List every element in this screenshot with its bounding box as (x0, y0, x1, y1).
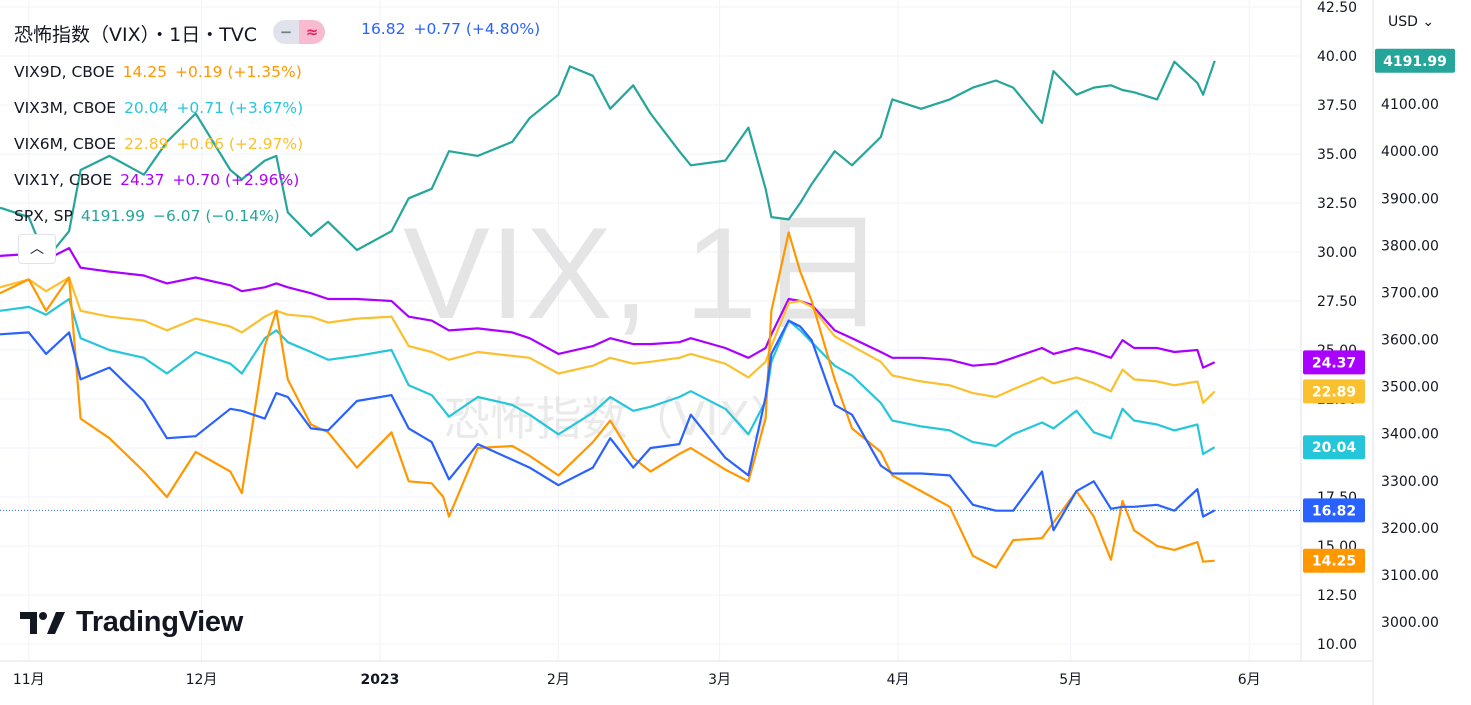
main-change: +0.77 (+4.80%) (413, 20, 541, 38)
time-axis-tick: 11月 (13, 672, 45, 688)
right-axis-tick: 3200.00 (1381, 521, 1439, 537)
legend-symbol: VIX9D, CBOE (14, 63, 115, 81)
legend-row-spx[interactable]: SPX, SP 4191.99 −6.07 (−0.14%) (14, 198, 548, 234)
time-axis-tick: 6月 (1238, 672, 1261, 688)
legend-value: 24.37 (120, 171, 165, 189)
last-value-label: 20.04 (1312, 440, 1357, 456)
right-axis-tick: 3800.00 (1381, 238, 1439, 254)
right-axis-tick: 3300.00 (1381, 474, 1439, 490)
legend-change: +0.70 (+2.96%) (172, 171, 300, 189)
last-value-label: 14.25 (1312, 554, 1356, 570)
brand-name: TradingView (76, 606, 243, 638)
last-value-label: 24.37 (1312, 355, 1356, 371)
legend-value: 22.89 (124, 135, 169, 153)
legend-row-vix3m[interactable]: VIX3M, CBOE 20.04 +0.71 (+3.67%) (14, 90, 548, 126)
main-value: 16.82 (361, 20, 406, 38)
watermark-big: VIX, 1日 (403, 200, 887, 346)
tradingview-brand[interactable]: TradingView (20, 606, 243, 639)
series-layer (0, 60, 1216, 569)
left-axis-tick: 37.50 (1317, 98, 1357, 114)
compare-badge[interactable]: ≈ (299, 20, 326, 44)
grid (0, 0, 1301, 661)
last-value-box (1303, 350, 1365, 375)
left-axis-tick: 42.50 (1317, 0, 1357, 16)
plot-background (0, 0, 1301, 661)
left-axis-tick: 10.00 (1317, 637, 1357, 653)
legend-row-vix1y[interactable]: VIX1Y, CBOE 24.37 +0.70 (+2.96%) (14, 162, 548, 198)
legend-change: +0.71 (+3.67%) (176, 99, 304, 117)
right-axis-tick: 3500.00 (1381, 380, 1439, 396)
spx-line[interactable] (0, 60, 1216, 261)
last-value-label: 22.89 (1312, 384, 1356, 400)
left-axis-tick: 27.50 (1317, 294, 1357, 310)
right-axis-tick: 3900.00 (1381, 191, 1439, 207)
chevron-up-icon: ︿ (30, 241, 44, 257)
tradingview-logo-icon (20, 611, 65, 634)
right-axis-tick: 4100.00 (1381, 97, 1439, 113)
legend-change: +0.19 (+1.35%) (175, 63, 302, 81)
last-value-box (1303, 379, 1365, 404)
legend-row-vix9d[interactable]: VIX9D, CBOE 14.25 +0.19 (+1.35%) (14, 54, 548, 90)
legend-change: +0.66 (+2.97%) (176, 135, 304, 153)
left-axis-tick: 30.00 (1317, 245, 1357, 261)
last-value-box (1303, 435, 1365, 460)
right-axis-tick: 4000.00 (1381, 144, 1439, 160)
legend-symbol: VIX6M, CBOE (14, 135, 117, 153)
right-axis-tick: 3600.00 (1381, 333, 1439, 349)
indicator-badges[interactable]: − ≈ (273, 20, 326, 44)
last-value-box (1375, 48, 1455, 73)
legend-value: 20.04 (124, 99, 169, 117)
right-axis-tick: 3100.00 (1381, 568, 1439, 584)
last-value-label: 16.82 (1312, 503, 1356, 519)
currency-label: USD (1388, 14, 1418, 30)
legend-symbol: SPX, SP (14, 207, 73, 225)
left-axis-tick: 12.50 (1317, 588, 1357, 604)
right-axis[interactable]: 3000.00 3100.00 3200.00 3300.00 3400.00 3500.… (1381, 97, 1439, 631)
vix9d-line[interactable] (0, 231, 1215, 569)
main-symbol-title[interactable]: 恐怖指数（VIX）・1日・TVC (14, 24, 258, 46)
right-axis-tick: 3400.00 (1381, 427, 1439, 443)
last-value-box (1303, 548, 1365, 573)
vix3m-line[interactable] (0, 297, 1216, 455)
legend-change: −6.07 (−0.14%) (152, 207, 280, 225)
last-value-label: 4191.99 (1383, 54, 1447, 70)
collapse-legend-button[interactable]: ︿ (18, 234, 56, 264)
right-axis-tick: 3700.00 (1381, 285, 1439, 301)
time-axis-tick: 2月 (547, 672, 570, 688)
currency-selector[interactable]: USD ⌄ (1388, 14, 1434, 30)
legend: 恐怖指数（VIX）・1日・TVC − ≈ 16.82 +0.77 (+4.80%… (14, 12, 548, 234)
left-axis-tick: 40.00 (1317, 49, 1357, 65)
time-axis[interactable]: 11月 12月 2023 2月 3月 4月 5月 6月 (13, 672, 1261, 688)
chevron-down-icon: ⌄ (1422, 14, 1435, 30)
left-axis-tick: 35.00 (1317, 147, 1357, 163)
last-value-box (1303, 498, 1365, 523)
vix-line[interactable] (0, 319, 1216, 532)
hide-badge[interactable]: − (273, 20, 300, 44)
legend-symbol: VIX3M, CBOE (14, 99, 117, 117)
last-value-labels: 14.25 20.04 22.89 24.37 16.82 4191.99 (1303, 48, 1455, 573)
legend-symbol: VIX1Y, CBOE (14, 171, 113, 189)
vix1y-line[interactable] (0, 247, 1216, 369)
legend-value: 4191.99 (80, 207, 145, 225)
vix6m-line[interactable] (0, 276, 1216, 404)
right-axis-tick: 3000.00 (1381, 615, 1439, 631)
time-axis-tick: 2023 (360, 672, 399, 688)
time-axis-tick: 5月 (1059, 672, 1082, 688)
time-axis-tick: 12月 (186, 672, 218, 688)
legend-main-row: 恐怖指数（VIX）・1日・TVC − ≈ 16.82 +0.77 (+4.80%… (14, 12, 548, 54)
legend-row-vix6m[interactable]: VIX6M, CBOE 22.89 +0.66 (+2.97%) (14, 126, 548, 162)
legend-value: 14.25 (122, 63, 167, 81)
left-axis-tick: 32.50 (1317, 196, 1357, 212)
time-axis-tick: 3月 (708, 672, 731, 688)
time-axis-tick: 4月 (887, 672, 910, 688)
